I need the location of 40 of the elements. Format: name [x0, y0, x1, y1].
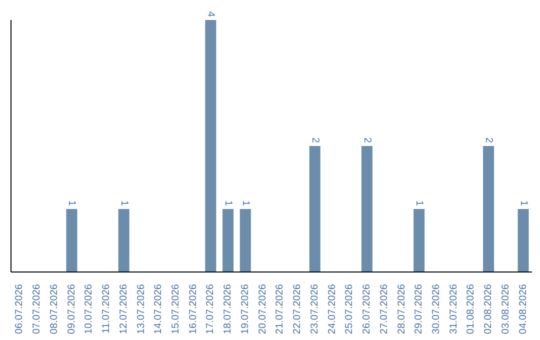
x-tick-label: 01.08.2026 — [466, 284, 477, 334]
x-tick-label: 13.07.2026 — [136, 284, 147, 334]
x-tick-label: 07.07.2026 — [32, 284, 43, 334]
x-tick-label: 17.07.2026 — [205, 284, 216, 334]
data-label: 1 — [240, 200, 251, 206]
x-tick-label: 31.07.2026 — [448, 284, 460, 334]
data-label: 2 — [483, 137, 494, 144]
x-tick-label: 11.07.2026 — [101, 284, 112, 334]
data-label: 1 — [118, 200, 130, 206]
x-tick-label: 14.07.2026 — [153, 284, 164, 334]
x-tick-label: 02.08.2026 — [483, 284, 494, 334]
x-tick-label: 21.07.2026 — [274, 284, 286, 334]
x-tick-label: 24.07.2026 — [326, 284, 338, 334]
x-tick-label: 22.07.2026 — [292, 284, 304, 334]
x-tick-label: 28.07.2026 — [396, 284, 408, 334]
x-tick-label: 19.07.2026 — [240, 284, 251, 334]
x-tick-label: 06.07.2026 — [14, 284, 26, 334]
x-tick-label: 29.07.2026 — [414, 284, 425, 334]
x-tick-label: 20.07.2026 — [257, 284, 268, 334]
x-tick-label: 12.07.2026 — [118, 284, 130, 334]
data-label: 2 — [361, 137, 372, 144]
data-label: 1 — [518, 200, 529, 206]
data-label: 1 — [222, 200, 234, 206]
x-tick-label: 16.07.2026 — [188, 284, 199, 334]
x-tick-label: 18.07.2026 — [222, 284, 234, 334]
data-label: 1 — [414, 200, 425, 206]
data-label: 4 — [205, 11, 216, 18]
x-tick-label: 15.07.2026 — [170, 284, 182, 334]
data-label: 1 — [66, 200, 78, 206]
x-tick-label: 23.07.2026 — [309, 284, 320, 334]
x-tick-label: 25.07.2026 — [344, 284, 356, 334]
x-tick-label: 26.07.2026 — [362, 284, 373, 334]
x-tick-label: 03.08.2026 — [500, 284, 512, 334]
x-tick-label: 09.07.2026 — [66, 284, 78, 334]
x-tick-label: 10.07.2026 — [84, 284, 95, 334]
x-tick-label: 04.08.2026 — [518, 284, 529, 334]
x-tick-label: 30.07.2026 — [430, 284, 442, 334]
data-label: 2 — [309, 137, 320, 144]
x-tick-label: 08.07.2026 — [48, 284, 60, 334]
x-tick-label: 27.07.2026 — [378, 284, 390, 334]
